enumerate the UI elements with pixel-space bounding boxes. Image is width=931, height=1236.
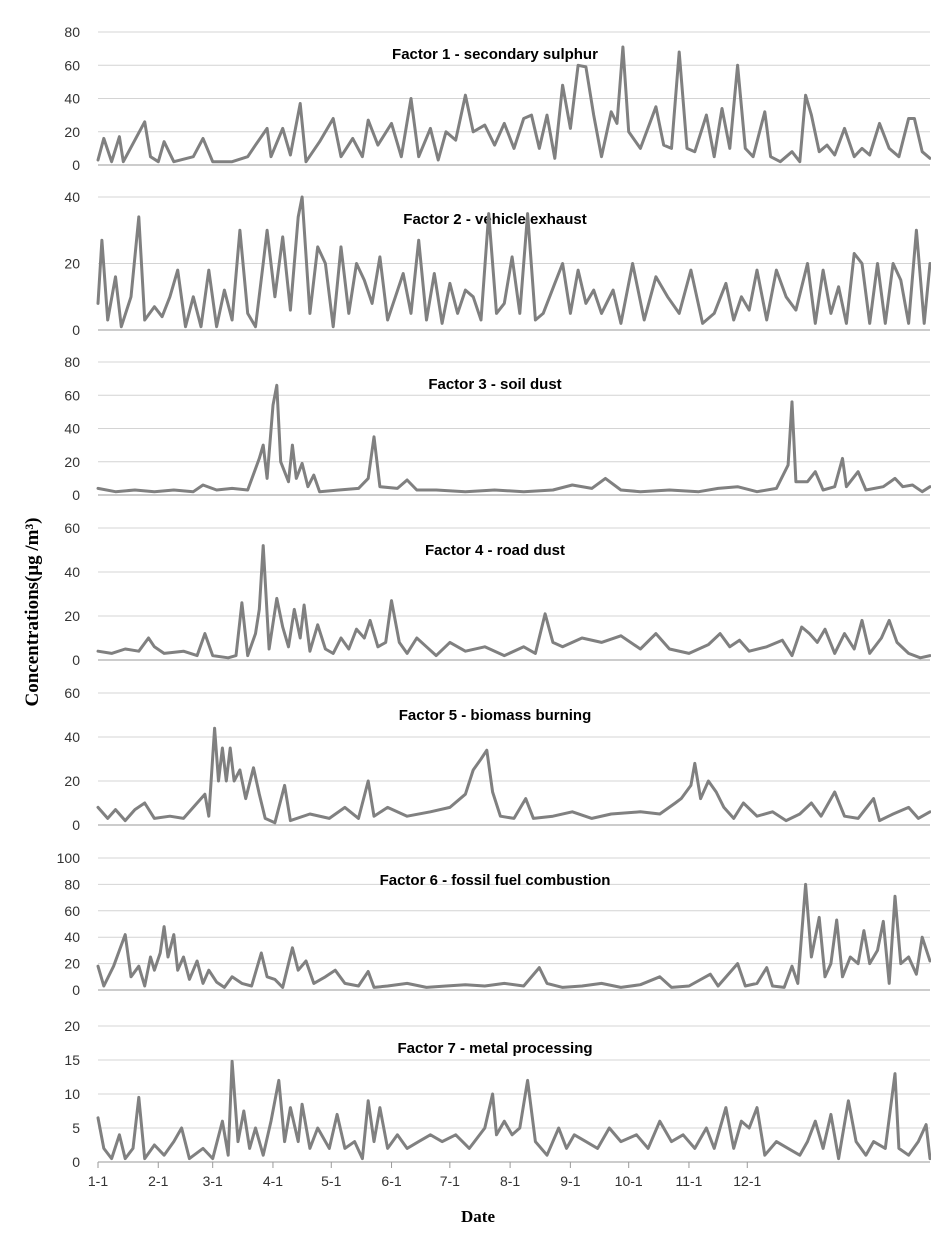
panel-title: Factor 3 - soil dust (428, 376, 561, 393)
y-tick-label: 40 (64, 421, 80, 437)
y-tick-label: 60 (64, 903, 80, 919)
y-tick-label: 20 (64, 773, 80, 789)
x-tick-label: 8-1 (500, 1173, 520, 1189)
y-tick-label: 80 (64, 24, 80, 40)
x-tick-label: 7-1 (440, 1173, 460, 1189)
y-tick-label: 0 (72, 487, 80, 503)
panel-factor-5: 0 20 40 60 Factor 5 - biomass burning (64, 685, 931, 833)
y-tick-label: 15 (64, 1052, 80, 1068)
series-line-factor-2 (96, 195, 931, 329)
y-axis-title: Concentrations(μg /m³) (22, 517, 43, 706)
y-tick-label: 20 (64, 454, 80, 470)
x-tick-label: 6-1 (381, 1173, 401, 1189)
series-line-factor-4 (96, 544, 931, 660)
y-tick-label: 20 (64, 256, 80, 272)
series-line-factor-7 (96, 1059, 931, 1161)
chart-panels: 0 20 40 60 80 Factor 1 - secondary sulphur 0 20… (57, 24, 931, 1170)
panel-factor-4: 0 20 40 60 Factor 4 - road dust (64, 520, 931, 668)
x-tick-label: 2-1 (148, 1173, 168, 1189)
panel-title: Factor 4 - road dust (425, 542, 565, 559)
y-tick-label: 0 (72, 157, 80, 173)
x-tick-label: 4-1 (263, 1173, 283, 1189)
panel-factor-2: 0 20 40 Factor 2 - vehicle exhaust (64, 189, 931, 338)
x-axis-title: Date (461, 1207, 495, 1226)
y-tick-label: 60 (64, 685, 80, 701)
panel-title: Factor 7 - metal processing (397, 1040, 592, 1057)
x-tick-label: 3-1 (203, 1173, 223, 1189)
series-line-factor-5 (96, 726, 931, 825)
panel-factor-7: 0 5 10 15 20 Factor 7 - metal processing (64, 1018, 931, 1170)
x-axis: 1-1 2-1 3-1 4-1 5-1 6-1 7-1 8-1 9-1 10-1 11-1 12-1 (88, 1161, 930, 1189)
y-tick-label: 60 (64, 520, 80, 536)
y-tick-label: 40 (64, 729, 80, 745)
x-tick-label: 5-1 (321, 1173, 341, 1189)
y-tick-label: 40 (64, 189, 80, 205)
y-tick-label: 100 (57, 850, 81, 866)
x-tick-label: 9-1 (560, 1173, 580, 1189)
series-line-factor-6 (96, 882, 931, 989)
y-tick-label: 40 (64, 564, 80, 580)
y-tick-label: 0 (72, 817, 80, 833)
y-tick-label: 0 (72, 652, 80, 668)
y-tick-label: 5 (72, 1120, 80, 1136)
y-tick-label: 60 (64, 57, 80, 73)
y-tick-label: 20 (64, 124, 80, 140)
y-tick-label: 0 (72, 322, 80, 338)
x-tick-label: 1-1 (88, 1173, 108, 1189)
y-tick-label: 20 (64, 956, 80, 972)
y-tick-label: 40 (64, 91, 80, 107)
y-tick-label: 20 (64, 1018, 80, 1034)
panel-title: Factor 6 - fossil fuel combustion (380, 872, 611, 889)
y-tick-label: 20 (64, 608, 80, 624)
y-tick-label: 0 (72, 1154, 80, 1170)
y-tick-label: 40 (64, 929, 80, 945)
panel-title: Factor 2 - vehicle exhaust (403, 211, 586, 228)
series-line-factor-1 (96, 45, 931, 164)
x-tick-label: 10-1 (615, 1173, 643, 1189)
y-tick-label: 10 (64, 1086, 80, 1102)
panel-factor-1: 0 20 40 60 80 Factor 1 - secondary sulphur (64, 24, 931, 173)
x-tick-label: 11-1 (675, 1173, 702, 1189)
panel-title: Factor 5 - biomass burning (399, 707, 592, 724)
series-line-factor-3 (96, 383, 931, 494)
panel-factor-3: 0 20 40 60 80 Factor 3 - soil dust (64, 354, 931, 503)
y-tick-label: 60 (64, 387, 80, 403)
panel-title: Factor 1 - secondary sulphur (392, 46, 598, 63)
x-tick-label: 12-1 (733, 1173, 761, 1189)
y-tick-label: 80 (64, 876, 80, 892)
y-tick-label: 0 (72, 982, 80, 998)
panel-factor-6: 0 20 40 60 80 100 Factor 6 - fossil fuel combu… (57, 850, 931, 998)
y-tick-label: 80 (64, 354, 80, 370)
